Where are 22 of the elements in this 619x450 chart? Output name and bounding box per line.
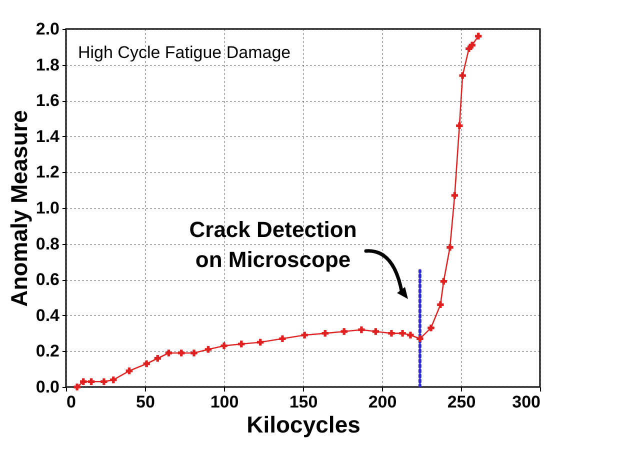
y-tick-label: 1.0 [36,198,60,218]
x-tick-label: 100 [210,392,239,412]
y-tick-label: 0.0 [36,378,60,396]
y-tick-label: 0.2 [36,342,60,361]
y-tick-label: 0.4 [36,306,60,325]
y-axis-title: Anomaly Measure [6,110,32,307]
y-tick-label: 1.8 [36,55,60,74]
annotation: High Cycle Fatigue Damage [78,43,291,62]
y-tick-label: 0.6 [36,270,60,290]
x-tick-label: 150 [289,392,318,412]
y-tick-label: 2.0 [36,20,60,38]
y-tick-label: 1.6 [36,91,60,110]
x-tick-label: 300 [512,392,540,412]
x-tick-label: 200 [368,392,397,412]
x-axis-title: Kilocycles [246,412,360,438]
annotation: Crack Detection on Microscope [189,217,357,272]
y-tick-label: 1.2 [36,162,60,182]
y-tick-label: 0.8 [36,234,60,254]
x-tick-label: 50 [136,392,155,412]
x-tick-label: 250 [447,392,476,412]
x-tick-label: 0 [66,392,76,412]
y-tick-label: 1.4 [36,126,60,146]
